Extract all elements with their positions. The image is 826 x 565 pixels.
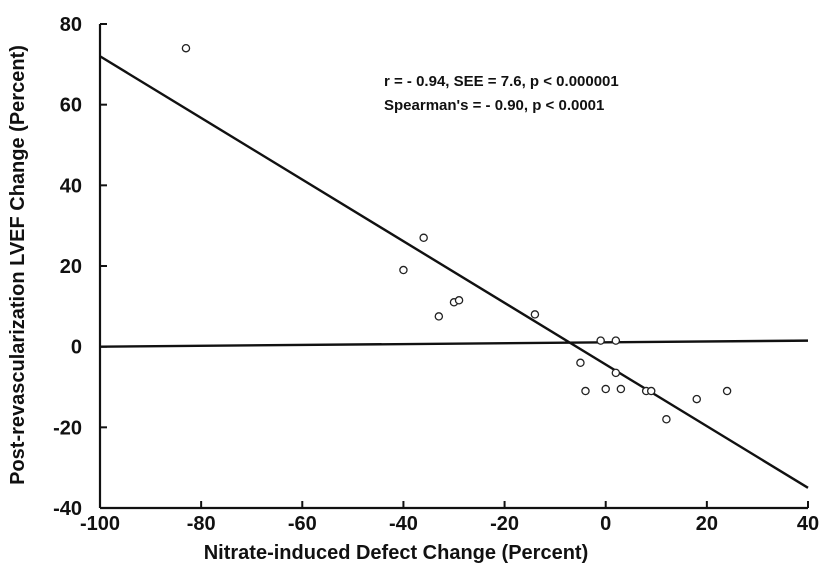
ticks: -100 -80 -60 -40 -20 0 20 40 -40 -20 0 20 40 60 80 — [53, 14, 819, 535]
data-point — [434, 312, 444, 321]
data-point — [662, 415, 671, 424]
data-point — [596, 336, 605, 345]
data-point — [601, 384, 610, 394]
data-point — [181, 43, 191, 53]
y-tick-label: 60 — [60, 95, 82, 117]
y-tick-label: 40 — [60, 175, 82, 197]
data-point — [399, 265, 408, 275]
data-point — [722, 386, 732, 396]
x-tick-label: -80 — [187, 513, 216, 535]
data-point — [581, 386, 590, 396]
data-point — [692, 394, 701, 404]
y-tick-label: -40 — [53, 498, 82, 520]
regression-line — [99, 55, 809, 489]
x-tick-label: 40 — [797, 513, 819, 535]
data-point — [576, 358, 585, 368]
y-tick-label: 20 — [60, 256, 82, 278]
data-point — [530, 310, 540, 319]
x-tick-label: -60 — [288, 513, 317, 535]
x-tick-label: -40 — [389, 513, 418, 535]
data-point — [611, 336, 621, 345]
data-point — [419, 233, 428, 243]
data-points — [181, 43, 732, 424]
x-tick-label: -20 — [490, 513, 519, 535]
data-point — [611, 368, 621, 378]
y-tick-label: 80 — [60, 14, 82, 36]
y-tick-label: 0 — [71, 337, 82, 359]
y-axis-title: Post-revascularization LVEF Change (Perc… — [7, 45, 29, 485]
x-tick-label: 0 — [600, 513, 611, 535]
x-tick-label: 20 — [696, 513, 718, 535]
x-axis-title: Nitrate-induced Defect Change (Percent) — [204, 542, 589, 564]
annotation-spearman: Spearman's = - 0.90, p < 0.0001 — [384, 97, 604, 114]
data-point — [616, 384, 626, 394]
annotation-correlation: r = - 0.94, SEE = 7.6, p < 0.000001 — [384, 73, 619, 90]
y-tick-label: -20 — [53, 417, 82, 439]
x-tick-label: -100 — [80, 513, 120, 535]
zero-change-line — [99, 339, 809, 348]
data-point — [454, 296, 464, 305]
reference-lines — [99, 55, 809, 489]
data-point — [646, 386, 656, 396]
